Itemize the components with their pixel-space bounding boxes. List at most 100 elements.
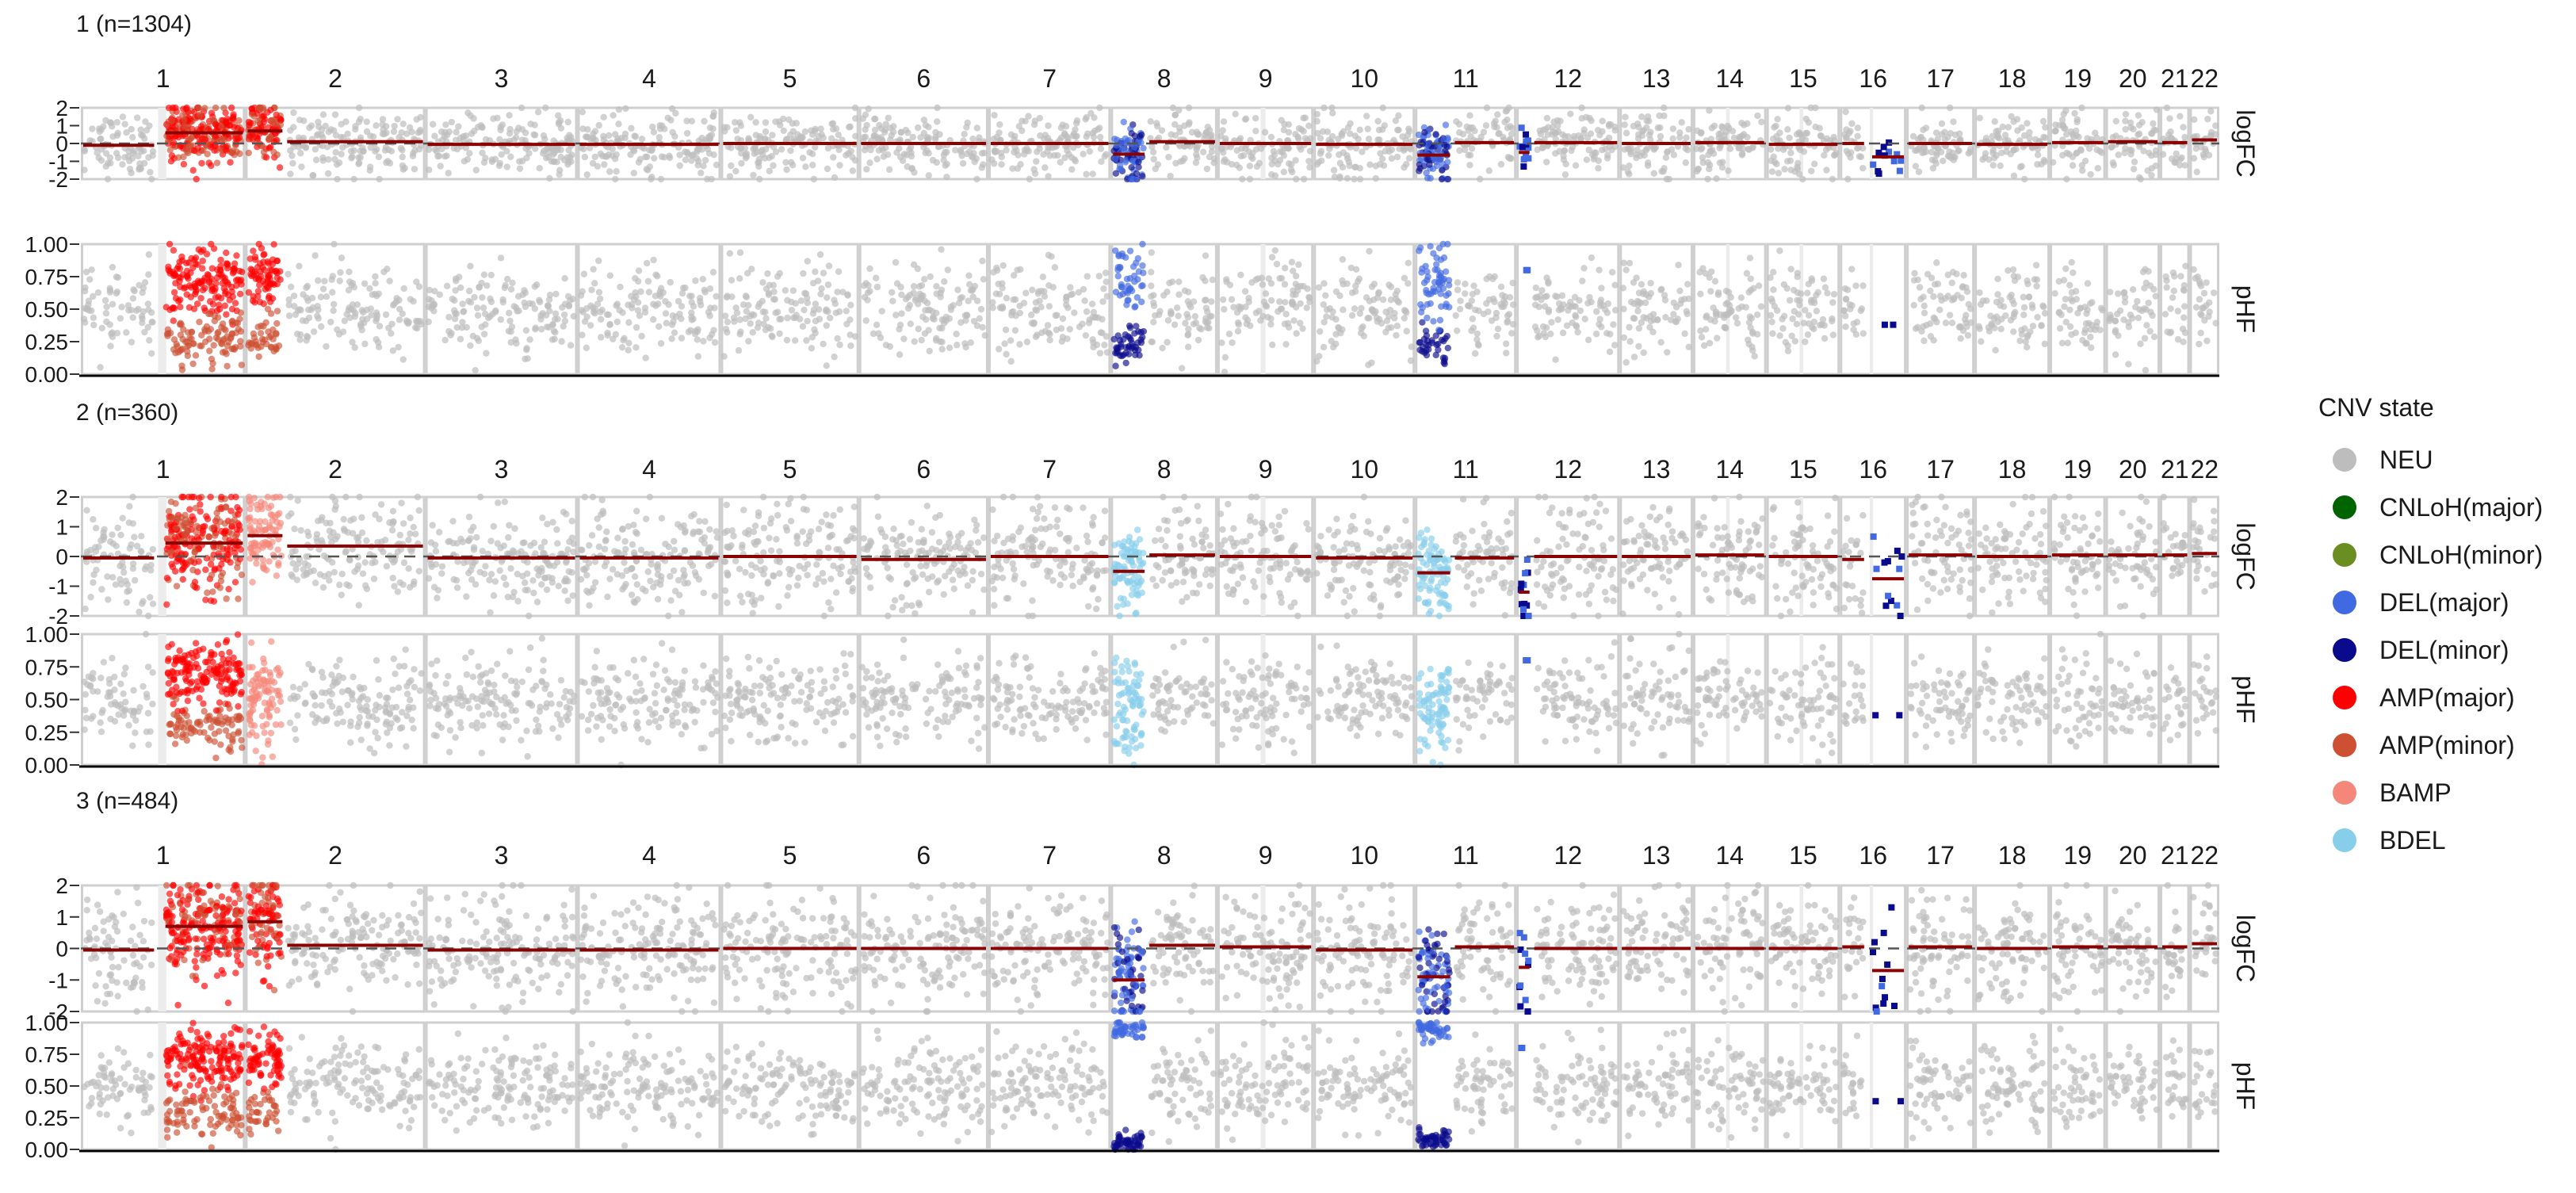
data-point	[1936, 307, 1943, 313]
data-point	[1581, 126, 1588, 132]
data-point	[1226, 331, 1233, 337]
data-point	[766, 168, 773, 174]
data-point	[1802, 338, 1808, 345]
data-point	[236, 151, 243, 157]
data-point	[1842, 109, 1848, 115]
data-point	[368, 312, 374, 318]
data-point	[945, 266, 951, 273]
data-point	[824, 308, 831, 315]
data-point	[1623, 130, 1630, 136]
data-point	[727, 173, 733, 179]
data-point	[598, 334, 604, 340]
data-point	[2206, 152, 2212, 159]
data-point	[232, 300, 239, 306]
data-point	[1693, 146, 1699, 152]
data-point	[2136, 122, 2142, 128]
data-point	[210, 342, 216, 348]
data-point	[843, 308, 850, 314]
data-point	[910, 134, 916, 140]
data-point	[2051, 128, 2058, 134]
data-point	[1932, 281, 1938, 287]
data-point	[115, 155, 121, 161]
data-point	[1779, 315, 1785, 322]
data-point	[1564, 323, 1570, 329]
data-point	[2042, 310, 2048, 316]
data-point	[233, 330, 239, 336]
data-point	[1297, 300, 1303, 307]
data-point	[564, 161, 571, 167]
data-point	[1370, 296, 1377, 303]
data-point	[350, 176, 357, 182]
data-point	[652, 271, 659, 277]
data-point	[2011, 173, 2017, 179]
data-point	[1445, 345, 1451, 351]
data-point	[1185, 298, 1191, 304]
data-point	[2087, 334, 2093, 340]
data-point	[847, 302, 854, 308]
data-point	[1259, 281, 1266, 288]
data-point	[526, 336, 533, 342]
data-point	[1444, 159, 1450, 165]
chromosome-label: 12	[1554, 64, 1582, 93]
data-point	[1391, 310, 1397, 316]
data-point	[932, 134, 938, 140]
data-point	[2108, 143, 2115, 150]
data-point	[318, 323, 324, 330]
data-point	[1662, 314, 1668, 320]
data-point	[812, 318, 819, 324]
data-point	[1498, 284, 1504, 290]
data-point	[564, 136, 571, 143]
data-point	[658, 176, 664, 182]
data-point	[1965, 332, 1971, 338]
data-point	[1121, 119, 1127, 125]
data-point	[1593, 331, 1599, 337]
data-point	[1612, 307, 1619, 313]
data-point	[2012, 309, 2018, 315]
data-point	[934, 105, 940, 111]
data-point	[1063, 301, 1069, 308]
data-point	[1573, 163, 1579, 169]
data-point	[444, 283, 450, 289]
data-point	[1741, 121, 1747, 128]
data-point	[387, 160, 393, 166]
data-point	[1799, 176, 1806, 182]
data-point	[870, 331, 877, 337]
data-point	[380, 126, 386, 132]
data-point	[1096, 124, 1103, 131]
data-point	[1204, 166, 1210, 172]
chromosome-label: 20	[2119, 64, 2147, 93]
data-point	[273, 112, 279, 118]
data-point	[1437, 317, 1443, 323]
data-point	[2207, 132, 2214, 139]
data-point	[478, 122, 484, 128]
data-point	[1626, 324, 1632, 331]
data-point	[235, 136, 241, 142]
data-point	[1352, 164, 1359, 170]
data-point	[1957, 335, 1963, 342]
data-point	[1977, 115, 1983, 121]
data-point	[1089, 170, 1095, 177]
data-point	[1052, 264, 1058, 270]
chromosome-label: 11	[1453, 64, 1479, 93]
data-point	[487, 296, 493, 302]
data-point	[1602, 146, 1608, 152]
data-point	[1330, 344, 1336, 350]
data-point	[1406, 155, 1412, 161]
data-point	[1623, 266, 1630, 273]
data-point	[1313, 118, 1320, 124]
data-point	[2127, 312, 2134, 318]
data-point	[482, 155, 488, 161]
data-point	[183, 146, 189, 152]
data-point	[1683, 145, 1689, 151]
data-point	[1366, 161, 1373, 167]
data-point	[296, 336, 303, 342]
data-point	[2035, 151, 2041, 158]
data-point	[1403, 161, 1409, 167]
data-point	[1509, 125, 1515, 132]
data-point	[738, 160, 744, 166]
data-point	[327, 319, 334, 325]
data-point	[503, 282, 509, 289]
data-point	[1128, 164, 1134, 170]
data-point	[558, 338, 564, 345]
